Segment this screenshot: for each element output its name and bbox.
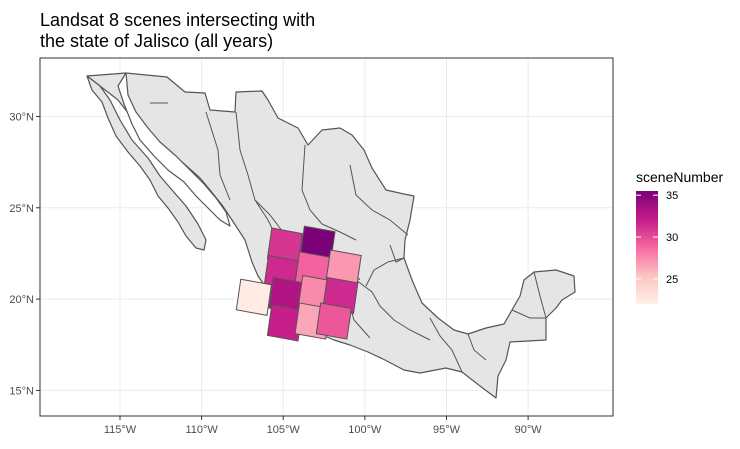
plot-panel-border [39,57,614,417]
baja-california [86,75,207,251]
gulf-of-california [117,72,231,227]
chart-title-line-2: the state of Jalisco (all years) [40,31,274,51]
scene-tile [315,302,352,340]
x-tick-label: 110°W [185,424,218,436]
legend-tick-label: 30 [666,232,678,244]
y-tick-label: 15°N [9,385,34,397]
chart-title-line-1: Landsat 8 scenes intersecting with [40,10,316,30]
scene-tile [235,278,272,316]
x-tick-label: 95°W [433,424,461,436]
y-tick-label: 20°N [9,294,34,306]
x-tick-label: 105°W [267,424,301,436]
legend-title: sceneNumber [636,169,723,185]
x-tick-label: 115°W [104,424,137,436]
legend-colorbar [636,191,658,304]
legend-tick-label: 35 [666,190,678,202]
legend: sceneNumber 25 30 35 [636,169,723,304]
legend-tick-label: 25 [666,274,678,286]
y-tick-label: 30°N [9,111,34,123]
y-tick-label: 25°N [9,203,34,215]
scene-tiles [235,225,362,342]
x-tick-label: 90°W [515,424,543,436]
x-axis: 115°W 110°W 105°W 100°W 95°W 90°W [104,416,542,436]
x-tick-label: 100°W [348,424,382,436]
y-axis: 15°N 20°N 25°N 30°N [9,111,40,397]
chart-title: Landsat 8 scenes intersecting with the s… [40,10,315,52]
